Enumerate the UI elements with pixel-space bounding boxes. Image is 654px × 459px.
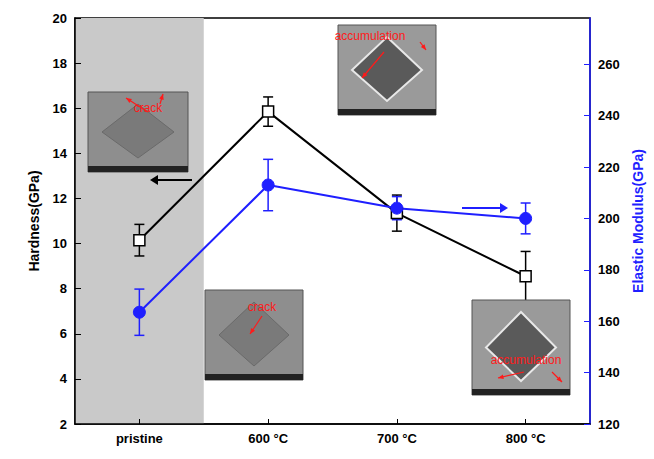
svg-text:10: 10	[53, 236, 67, 251]
svg-text:200: 200	[598, 211, 620, 226]
svg-text:800 °C: 800 °C	[506, 431, 547, 446]
svg-text:260: 260	[598, 57, 620, 72]
svg-text:accumulation: accumulation	[335, 29, 406, 43]
svg-text:16: 16	[53, 101, 67, 116]
svg-text:20: 20	[53, 11, 67, 26]
svg-text:220: 220	[598, 160, 620, 175]
svg-text:120: 120	[598, 417, 620, 432]
svg-text:pristine: pristine	[116, 431, 163, 446]
svg-text:180: 180	[598, 262, 620, 277]
svg-text:12: 12	[53, 191, 67, 206]
svg-text:160: 160	[598, 314, 620, 329]
svg-text:4: 4	[60, 371, 68, 386]
svg-text:240: 240	[598, 108, 620, 123]
svg-text:crack: crack	[248, 300, 278, 314]
svg-text:14: 14	[53, 146, 68, 161]
svg-text:140: 140	[598, 365, 620, 380]
svg-text:700 °C: 700 °C	[377, 431, 418, 446]
svg-text:8: 8	[60, 281, 67, 296]
svg-text:Hardness(GPa): Hardness(GPa)	[26, 170, 42, 271]
svg-text:accumulation: accumulation	[491, 353, 562, 367]
svg-text:600 °C: 600 °C	[248, 431, 289, 446]
svg-text:Elastic Modulus(GPa): Elastic Modulus(GPa)	[630, 149, 646, 293]
svg-text:6: 6	[60, 326, 67, 341]
svg-text:2: 2	[60, 417, 67, 432]
svg-text:crack: crack	[134, 101, 164, 115]
svg-text:18: 18	[53, 56, 67, 71]
